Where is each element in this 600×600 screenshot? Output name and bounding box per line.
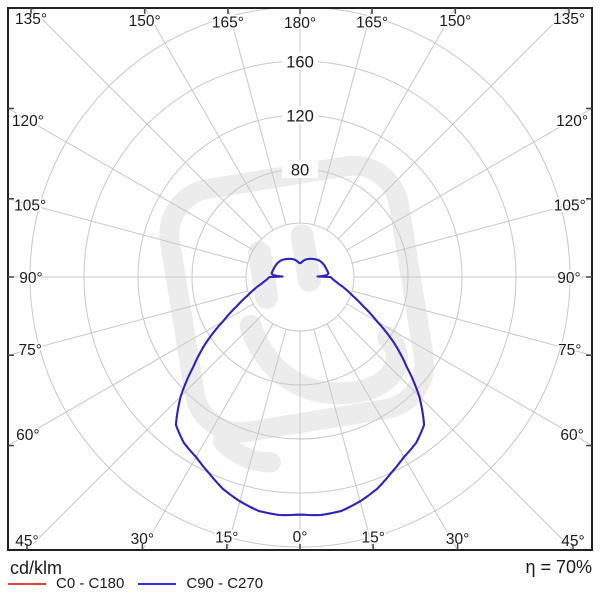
efficiency-label: η = 70% — [525, 557, 592, 577]
angle-label: 150° — [129, 13, 161, 30]
watermark-layer — [159, 155, 435, 473]
angle-label: 165° — [356, 14, 388, 31]
angle-label: 0° — [293, 529, 308, 546]
polar-grid-spoke — [226, 329, 287, 549]
angle-label: 90° — [19, 270, 42, 287]
polar-grid-spoke — [337, 9, 569, 240]
polar-grid-spoke — [313, 329, 374, 549]
polar-grid-spoke — [337, 314, 573, 549]
legend-line-blue — [138, 582, 177, 585]
polar-grid-spoke — [9, 198, 248, 264]
polar-grid-spoke — [27, 314, 263, 549]
polar-grid-spoke — [352, 290, 591, 356]
polar-grid-spoke — [326, 323, 458, 549]
angle-label: 105° — [554, 198, 586, 215]
ring-label-halo — [282, 160, 318, 178]
ring-label-halo — [282, 52, 318, 70]
legend-item-c0-c180: C0 - C180 — [8, 575, 124, 592]
polar-grid-spoke — [142, 323, 274, 549]
angle-label: 135° — [15, 11, 47, 28]
angle-label: 135° — [553, 11, 585, 28]
angle-label: 45° — [15, 533, 38, 550]
ring-value-label: 80 — [291, 161, 309, 179]
legend-label: C90 - C270 — [186, 575, 264, 592]
angle-label: 150° — [439, 13, 471, 30]
ring-value-label: 120 — [286, 107, 314, 125]
angle-label: 165° — [212, 14, 244, 31]
angle-label: 120° — [556, 113, 588, 130]
distributor-logo-watermark — [159, 155, 435, 473]
polar-grid-spoke — [9, 303, 254, 446]
angle-label: 90° — [557, 270, 580, 287]
angle-label: 120° — [12, 113, 44, 130]
angle-label: 30° — [131, 531, 154, 548]
polar-grid-spoke — [326, 9, 456, 231]
angle-label: 75° — [558, 342, 581, 359]
polar-grid-spoke — [9, 290, 248, 356]
polar-grid-spoke — [227, 9, 287, 225]
ring-value-label: 160 — [286, 53, 314, 71]
unit-label: cd/klm — [10, 558, 63, 578]
polar-grid-spoke — [346, 303, 591, 446]
curves-layer — [174, 257, 426, 517]
legend-label: C0 - C180 — [56, 575, 125, 592]
legend-item-c90-c270: C90 - C270 — [138, 575, 263, 592]
polar-grid-spoke — [352, 198, 591, 264]
angle-labels: 0° 15° 15° 30° 30° 45° 45° 60° 60° 75° 75° 90° 90° 10… — [10, 9, 589, 551]
angle-label: 60° — [560, 427, 583, 444]
curve-c90-c270 — [174, 257, 426, 517]
angle-label: 15° — [361, 529, 384, 546]
angle-label: 45° — [561, 533, 584, 550]
polar-grid-spoke — [313, 9, 373, 225]
angle-label: 15° — [215, 529, 238, 546]
ring-label-halo — [282, 106, 318, 124]
angle-label: 75° — [18, 342, 41, 359]
angle-ticks — [8, 8, 592, 550]
angle-label: 30° — [446, 531, 469, 548]
legend: C0 - C180 C90 - C270 — [8, 575, 263, 592]
polar-grid-spoke — [31, 9, 263, 240]
angle-label: 105° — [14, 198, 46, 215]
polar-grid-spoke — [144, 9, 274, 231]
polar-grid-spoke — [9, 108, 254, 251]
ring-value-labels: 80 120 160 — [282, 52, 318, 179]
polar-grid-spoke — [346, 108, 591, 251]
angle-label: 180° — [284, 15, 316, 32]
legend-line-red — [8, 582, 46, 585]
angle-label: 60° — [16, 427, 39, 444]
